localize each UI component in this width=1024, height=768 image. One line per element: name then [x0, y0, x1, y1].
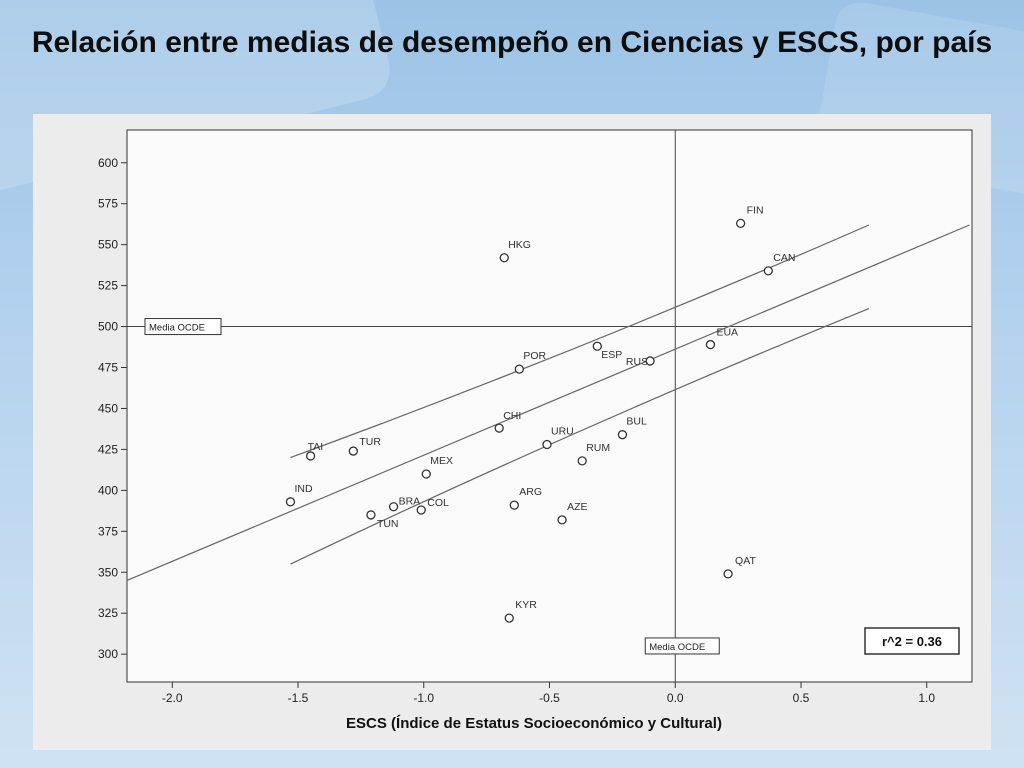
data-point-kyr	[504, 613, 514, 623]
y-tick-label: 350	[98, 565, 118, 579]
x-tick-label: 0.5	[793, 691, 810, 705]
point-label-tai: TAI	[308, 441, 324, 453]
reference-label-vertical: Media OCDE	[649, 642, 705, 653]
point-label-uru: URU	[551, 425, 574, 437]
data-point-tai	[305, 451, 316, 461]
data-point-por	[514, 364, 524, 374]
regression-lower-band	[290, 307, 870, 565]
data-point-uru	[542, 439, 552, 450]
r2-label: r^2 = 0.36	[882, 634, 942, 649]
x-tick-label: -1.0	[413, 691, 434, 705]
r2-annotation: r^2 = 0.36	[864, 627, 960, 655]
data-point-fin	[735, 218, 746, 229]
data-point-tun	[366, 510, 376, 520]
point-label-fin: FIN	[747, 204, 764, 216]
y-tick-label: 300	[98, 647, 118, 661]
data-point-bra	[388, 502, 399, 512]
x-axis: -2.0 -1.5 -1.0 -0.5 0.0 0.5 1.0	[162, 682, 935, 705]
y-tick-label: 400	[98, 483, 118, 497]
point-label-col: COL	[427, 497, 449, 509]
y-tick-label: 525	[98, 279, 118, 293]
y-axis: 600 575 550 525 500 475 450 425 400 375 350 325 300	[98, 156, 127, 661]
reference-label-horizontal: Media OCDE	[149, 323, 205, 334]
data-point-bul	[617, 430, 628, 440]
slide-title: Relación entre medias de desempeño en Ci…	[31, 26, 993, 59]
chart-panel: 600 575 550 525 500 475 450 425 400 375 350 325 300 …	[33, 114, 991, 750]
x-tick-label: 1.0	[918, 691, 935, 705]
point-label-rum: RUM	[586, 442, 610, 454]
point-label-aze: AZE	[567, 501, 587, 513]
plot-area	[126, 129, 973, 683]
x-tick-label: -1.5	[288, 691, 309, 705]
point-label-bul: BUL	[626, 416, 647, 428]
y-tick-label: 325	[98, 606, 118, 620]
point-label-eua: EUA	[716, 327, 738, 339]
data-point-can	[763, 266, 773, 276]
x-tick-label: -0.5	[539, 691, 560, 705]
point-label-rus: RUS	[626, 356, 648, 368]
point-label-qat: QAT	[735, 555, 756, 567]
reference-lines: Media OCDE Media OCDE	[127, 130, 972, 682]
y-tick-label: 475	[98, 361, 118, 375]
data-point-ind	[285, 497, 296, 507]
r2-box	[864, 627, 960, 655]
data-point-rum	[577, 456, 587, 466]
reference-label-box	[644, 637, 720, 655]
data-points: FIN HKG CAN EUA ESP RUS POR CHI BUL URU TUR TAI RUM M…	[285, 204, 795, 623]
point-label-bra: BRA	[399, 496, 421, 508]
x-axis-label: ESCS (Índice de Estatus Socioeconómico y…	[346, 715, 722, 732]
point-label-tur: TUR	[359, 436, 381, 448]
data-point-eua	[705, 339, 716, 350]
y-tick-label: 375	[98, 524, 118, 538]
data-point-qat	[723, 569, 733, 579]
data-point-mex	[421, 469, 431, 479]
point-label-esp: ESP	[601, 349, 622, 361]
y-tick-label: 450	[98, 401, 118, 415]
point-label-hkg: HKG	[508, 239, 531, 251]
data-point-chi	[494, 423, 504, 433]
scatter-chart: 600575550525500475450425400375350325300 …	[98, 129, 973, 732]
data-point-arg	[509, 500, 519, 510]
data-point-tur	[348, 446, 358, 456]
point-label-arg: ARG	[519, 486, 542, 498]
x-tick-label: 0.0	[667, 691, 684, 705]
data-point-rus	[645, 356, 655, 366]
y-tick-label: 550	[98, 238, 118, 252]
point-label-can: CAN	[773, 252, 795, 264]
point-label-mex: MEX	[430, 455, 453, 467]
y-tick-label: 600	[98, 156, 118, 170]
y-tick-label: 500	[98, 320, 118, 334]
point-label-chi: CHI	[503, 410, 521, 422]
regression-lines	[126, 224, 970, 581]
point-label-tun: TUN	[377, 518, 399, 530]
data-point-hkg	[499, 253, 509, 263]
reference-label-box	[144, 318, 222, 336]
y-tick-label: 425	[98, 442, 118, 456]
data-point-esp	[592, 341, 602, 351]
x-tick-label: -2.0	[162, 691, 183, 705]
y-tick-label: 575	[98, 197, 118, 211]
data-point-aze	[557, 515, 567, 525]
point-label-por: POR	[523, 350, 546, 362]
point-label-kyr: KYR	[515, 599, 537, 611]
point-label-ind: IND	[294, 483, 313, 495]
data-point-col	[416, 505, 426, 515]
regression-fit-line	[126, 224, 970, 581]
regression-upper-band	[290, 224, 870, 459]
